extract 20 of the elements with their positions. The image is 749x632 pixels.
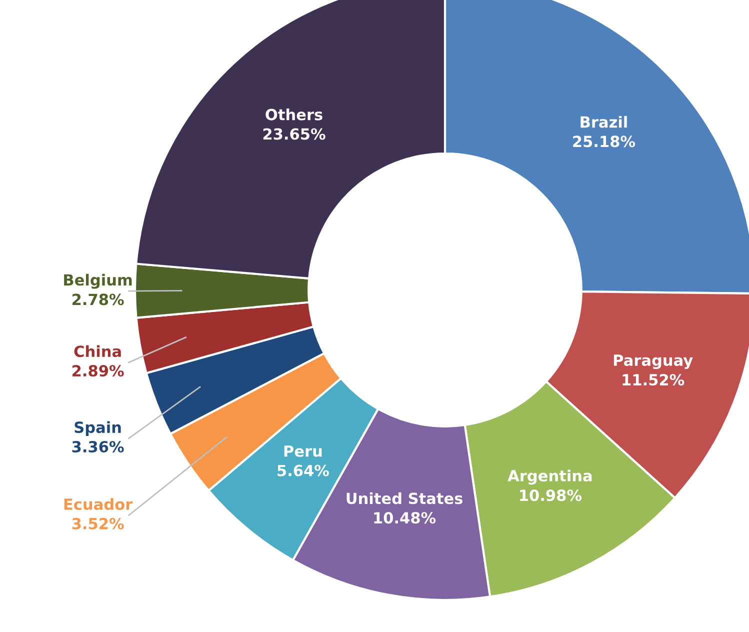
slice-label: United States	[346, 492, 462, 504]
data-label: 2.89%	[72, 364, 124, 377]
data-label: 23.65%	[263, 128, 326, 140]
data-label: 2.78%	[72, 294, 124, 306]
data-label: 3.52%	[72, 518, 124, 530]
slice-label: Peru	[284, 446, 322, 457]
slice-label: Others	[266, 108, 322, 120]
slice-label: Paraguay	[614, 354, 693, 370]
slice-label: China	[74, 345, 121, 358]
data-label: 5.64%	[278, 464, 329, 476]
slice-label: Argentina	[508, 470, 592, 485]
data-label: 25.18%	[573, 136, 636, 148]
data-label: 10.48%	[374, 512, 436, 524]
slice-label: Spain	[74, 421, 121, 436]
data-label: 10.98%	[520, 490, 582, 502]
slice-label: Ecuador	[64, 498, 133, 510]
data-label: 11.52%	[622, 374, 684, 386]
slice-label: Brazil	[580, 116, 627, 128]
data-label: 3.36%	[72, 440, 124, 452]
slice-label: Belgium	[64, 274, 132, 289]
